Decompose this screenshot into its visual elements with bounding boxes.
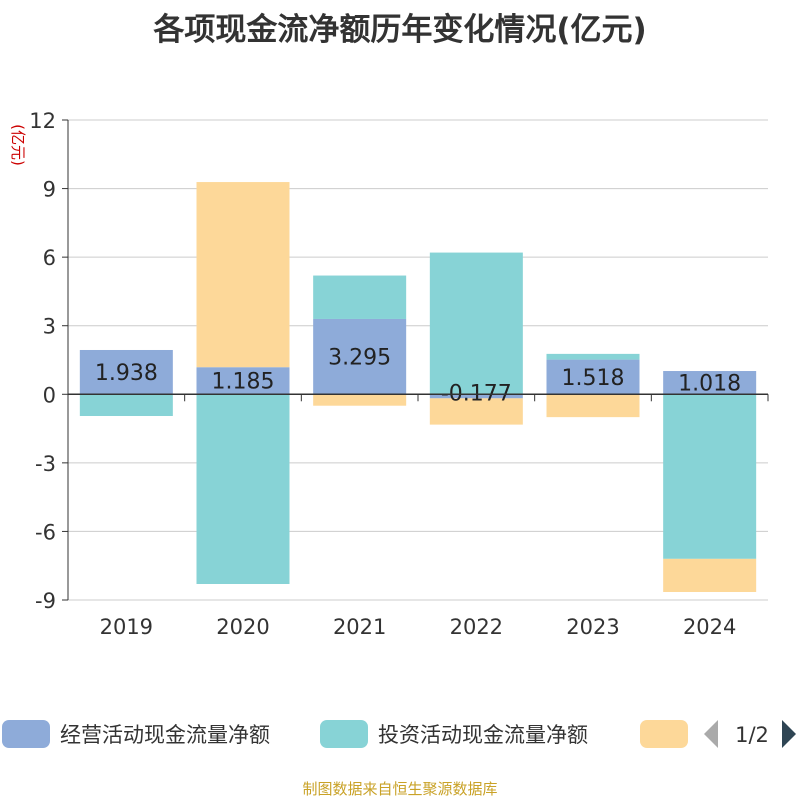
source-note: 制图数据来自恒生聚源数据库 xyxy=(302,780,498,798)
legend-swatch[interactable] xyxy=(2,720,50,748)
bar-s1-2024 xyxy=(663,394,757,559)
bar-s0-2021 xyxy=(313,318,407,395)
data-label: 3.295 xyxy=(328,346,391,371)
legend-swatch[interactable] xyxy=(640,720,688,748)
legend-next-icon[interactable] xyxy=(782,720,796,748)
bar-s1-2020 xyxy=(196,394,290,584)
y-tick-label: -3 xyxy=(35,452,56,476)
x-tick-label: 2023 xyxy=(566,615,619,639)
legend-swatch[interactable] xyxy=(320,720,368,748)
x-tick-label: 2021 xyxy=(333,615,386,639)
x-tick-label: 2024 xyxy=(683,615,736,639)
legend-page-indicator: 1/2 xyxy=(735,723,769,747)
bar-s0-2019 xyxy=(79,349,173,395)
bar-s0-2023 xyxy=(546,359,640,395)
grid-layer xyxy=(68,119,768,601)
y-tick-label: 9 xyxy=(43,178,56,202)
data-label: 1.018 xyxy=(678,372,741,397)
y-tick-label: 3 xyxy=(43,315,56,339)
data-label: 1.185 xyxy=(212,370,275,395)
y-tick-label: -9 xyxy=(35,589,56,613)
bar-s0-2020 xyxy=(196,367,290,395)
y-tick-label: 0 xyxy=(43,383,56,407)
legend-label[interactable]: 投资活动现金流量净额 xyxy=(378,723,588,747)
axis-layer: 12 9 6 3 0 -3 -6 -9 (亿元) 2019 2020 2021 2022 2023 2024 xyxy=(9,109,769,639)
bar-layer xyxy=(79,182,757,592)
data-label: 1.518 xyxy=(562,366,625,391)
bar-s2-2021 xyxy=(313,394,407,406)
bar-s2-2023 xyxy=(546,394,640,418)
y-tick-label: 12 xyxy=(29,109,56,133)
legend-layer: 经营活动现金流量净额 投资活动现金流量净额 1/2 xyxy=(2,720,796,748)
x-tick-label: 2019 xyxy=(100,615,153,639)
y-tick-label: 6 xyxy=(43,246,56,270)
bar-s2-2020 xyxy=(196,182,290,368)
x-tick-label: 2022 xyxy=(450,615,503,639)
data-label: 1.938 xyxy=(95,361,158,386)
bar-s0-2022 xyxy=(429,394,523,399)
bar-s1-2023 xyxy=(546,353,640,360)
chart-title: 各项现金流净额历年变化情况(亿元) xyxy=(153,12,647,48)
bar-s2-2022 xyxy=(429,398,523,425)
bar-s1-2022 xyxy=(429,252,523,395)
x-tick-label: 2020 xyxy=(216,615,269,639)
y-tick-label: -6 xyxy=(35,520,56,544)
legend-label[interactable]: 经营活动现金流量净额 xyxy=(60,723,270,747)
y-axis-label: (亿元) xyxy=(9,124,27,166)
legend-prev-icon[interactable] xyxy=(704,720,718,748)
bar-s0-2024 xyxy=(663,371,757,395)
bar-s1-2021 xyxy=(313,275,407,319)
bar-s1-2019 xyxy=(79,394,173,416)
bar-s2-2024 xyxy=(663,558,757,592)
